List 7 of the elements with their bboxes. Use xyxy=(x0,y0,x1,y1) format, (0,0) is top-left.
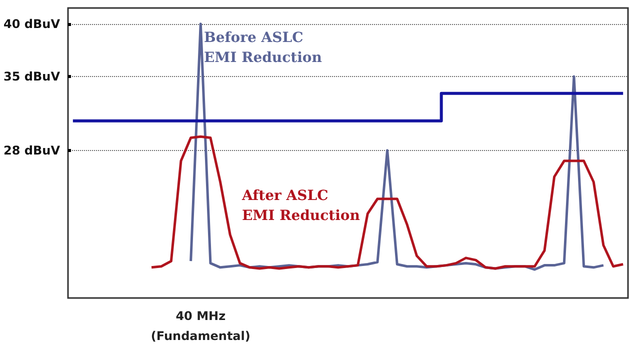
y-tick-label: 35 dBuV xyxy=(4,70,61,84)
series-label: After ASLC EMI Reduction xyxy=(241,188,360,224)
y-tick-label: 40 dBuV xyxy=(4,16,61,31)
series-label: Before ASLC EMI Reduction xyxy=(204,30,322,66)
y-tick-label: 28 dBuV xyxy=(4,143,61,158)
line-series xyxy=(150,135,624,270)
x-tick-label: 40 MHz (Fundamental) xyxy=(150,309,250,343)
